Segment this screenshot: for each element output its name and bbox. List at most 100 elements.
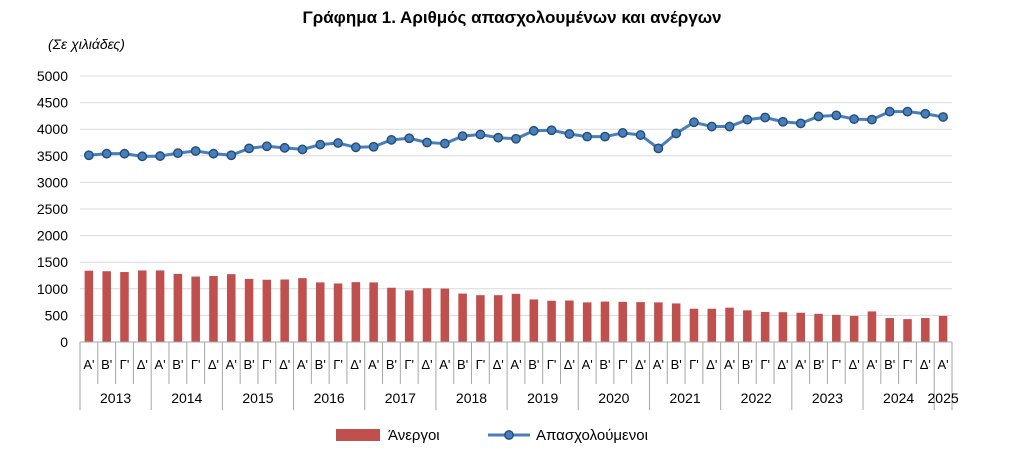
x-tick-quarter: Γ'	[333, 357, 343, 372]
bar-unemployed	[903, 319, 912, 342]
bar-unemployed	[244, 278, 254, 342]
bar-unemployed	[458, 293, 467, 342]
x-tick-quarter: Γ'	[120, 357, 130, 372]
point-employed	[938, 112, 949, 122]
employed-line	[83, 106, 949, 162]
bar-unemployed	[440, 288, 450, 342]
y-tick-label: 3500	[37, 148, 68, 164]
x-tick-quarter: Β'	[813, 357, 824, 372]
bar-unemployed	[173, 273, 183, 342]
point-employed	[155, 151, 165, 161]
point-employed	[902, 106, 913, 117]
bar-unemployed	[582, 302, 592, 342]
bar-unemployed	[867, 311, 877, 342]
point-employed	[297, 144, 308, 155]
point-employed	[137, 151, 148, 162]
bar-unemployed	[707, 308, 717, 342]
x-tick-quarter: Δ'	[849, 357, 860, 372]
point-employed	[101, 148, 112, 159]
x-tick-year: 2016	[314, 390, 345, 406]
x-tick-quarter: Α'	[439, 357, 450, 372]
x-tick-quarter: Δ'	[137, 357, 148, 372]
point-employed	[404, 133, 415, 144]
legend-marker-employed	[504, 430, 514, 440]
x-tick-quarter: Α'	[795, 357, 806, 372]
x-tick-quarter: Δ'	[564, 357, 575, 372]
x-tick-quarter: Γ'	[689, 357, 699, 372]
x-tick-quarter: Β'	[243, 357, 254, 372]
bar-unemployed	[226, 274, 236, 342]
bar-unemployed	[280, 279, 289, 342]
bar-unemployed	[725, 307, 734, 342]
point-employed	[244, 143, 254, 154]
bar-unemployed	[921, 318, 930, 342]
bar-unemployed	[191, 276, 200, 342]
point-employed	[439, 138, 450, 149]
bar-unemployed	[404, 290, 414, 342]
point-employed	[600, 131, 610, 142]
point-employed	[564, 129, 575, 139]
x-tick-quarter: Α'	[582, 357, 593, 372]
bar-unemployed	[547, 300, 556, 342]
bar-unemployed	[760, 311, 770, 342]
gridlines	[80, 75, 952, 343]
point-employed	[582, 131, 593, 142]
y-tick-label: 4000	[37, 121, 68, 137]
y-tick-label: 4500	[37, 95, 68, 111]
x-tick-quarter: Γ'	[760, 357, 770, 372]
unit-note: (Σε χιλιάδες)	[48, 36, 125, 52]
bar-unemployed	[511, 293, 521, 342]
x-tick-quarter: Δ'	[777, 357, 788, 372]
point-employed	[172, 148, 183, 159]
x-tick-quarter: Δ'	[635, 357, 646, 372]
x-tick-quarter: Γ'	[262, 357, 272, 372]
x-tick-quarter: Δ'	[421, 357, 432, 372]
x-tick-quarter: Α'	[226, 357, 237, 372]
x-tick-quarter: Γ'	[831, 357, 841, 372]
x-tick-year: 2025	[928, 390, 959, 406]
bar-unemployed	[369, 282, 378, 342]
bar-unemployed	[351, 282, 361, 342]
bar-unemployed	[654, 302, 663, 342]
point-employed	[724, 121, 735, 132]
legend-label-employed: Απασχολούμενοι	[536, 427, 648, 444]
x-tick-quarter: Δ'	[279, 357, 290, 372]
bar-unemployed	[778, 312, 788, 342]
point-employed	[920, 108, 931, 119]
point-employed	[778, 116, 788, 127]
bar-unemployed	[493, 295, 503, 342]
point-employed	[279, 142, 290, 153]
bar-unemployed	[422, 288, 432, 342]
x-tick-quarter: Β'	[599, 357, 610, 372]
point-employed	[867, 114, 877, 125]
bar-unemployed	[743, 310, 752, 342]
point-employed	[422, 137, 432, 148]
bar-unemployed	[120, 272, 129, 342]
point-employed	[119, 148, 130, 159]
legend-swatch-unemployed	[336, 429, 380, 441]
x-tick-year: 2018	[456, 390, 487, 406]
x-tick-year: 2023	[812, 390, 843, 406]
x-tick-quarter: Γ'	[191, 357, 201, 372]
x-tick-quarter: Β'	[457, 357, 468, 372]
bar-unemployed	[262, 279, 272, 342]
point-employed	[884, 106, 895, 117]
x-tick-quarter: Α'	[866, 357, 877, 372]
bar-unemployed	[102, 271, 111, 342]
bar-unemployed	[387, 287, 396, 342]
point-employed	[368, 141, 379, 152]
x-tick-quarter: Α'	[297, 357, 308, 372]
bar-unemployed	[155, 270, 165, 342]
bar-unemployed	[138, 270, 147, 342]
x-tick-quarter: Β'	[101, 357, 112, 372]
point-employed	[226, 150, 237, 161]
point-employed	[831, 110, 842, 121]
point-employed	[315, 139, 326, 150]
unemployed-bars	[84, 270, 948, 342]
point-employed	[528, 125, 539, 136]
x-tick-quarter: Α'	[653, 357, 664, 372]
x-tick-quarter: Γ'	[547, 357, 557, 372]
y-tick-label: 3000	[37, 174, 68, 190]
y-tick-label: 1000	[37, 281, 68, 297]
